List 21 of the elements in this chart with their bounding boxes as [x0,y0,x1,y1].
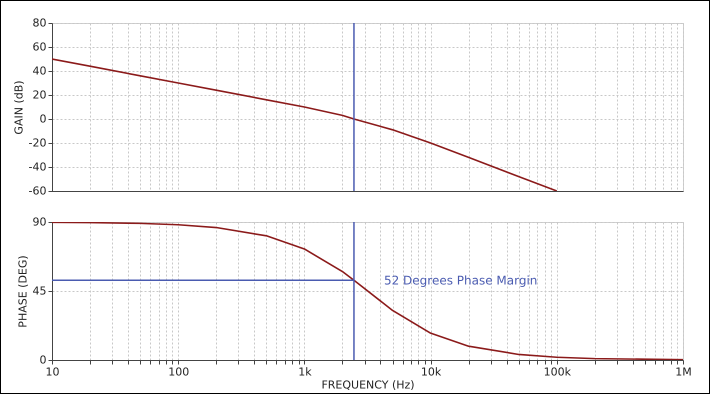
ref-line-label: 52 Degrees Phase Margin [384,273,538,288]
y-tick-label: 45 [32,284,46,298]
y-tick-label: -40 [28,160,46,174]
y-tick-label: 60 [32,40,46,54]
x-tick-label: 1k [298,366,312,378]
y-tick-label: 40 [32,64,46,78]
x-tick-label: 100 [168,366,190,378]
x-tick-label: 10 [46,366,60,378]
x-tick-label: 1M [675,366,692,378]
y-axis-title: PHASE (DEG) [16,255,30,328]
y-tick-label: 80 [32,16,46,30]
y-tick-label: -60 [28,184,46,198]
y-tick-label: 0 [40,354,46,366]
y-tick-label: -20 [28,136,46,150]
y-axis-title: GAIN (dB) [12,80,26,135]
y-tick-label: 0 [40,112,46,126]
x-tick-label: 100k [544,366,572,378]
x-axis-title: FREQUENCY (Hz) [321,378,415,392]
y-tick-label: 90 [32,216,46,228]
x-tick-label: 10k [420,366,442,378]
y-tick-label: 20 [32,88,46,102]
